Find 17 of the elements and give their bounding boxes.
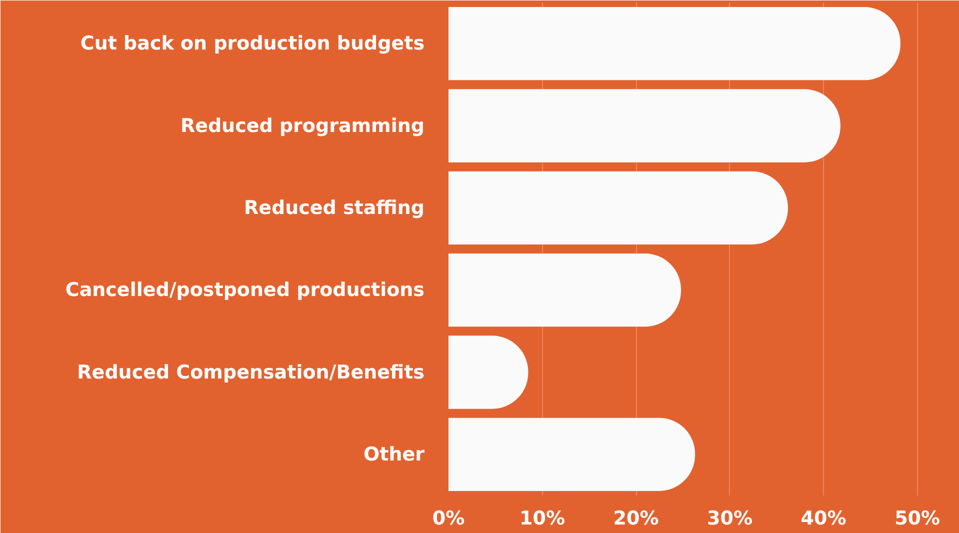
bar: [448, 171, 788, 244]
y-tick-label: Cut back on production budgets: [80, 32, 425, 55]
bar: [448, 418, 696, 491]
y-tick-label: Cancelled/postponed productions: [65, 279, 425, 302]
x-tick-label: 50%: [894, 508, 940, 530]
y-tick-label: Reduced programming: [180, 114, 425, 137]
y-tick-label: Other: [363, 443, 426, 466]
x-tick-label: 30%: [707, 508, 753, 530]
x-tick-label: 20%: [613, 508, 659, 530]
y-tick-label: Reduced staffing: [244, 196, 425, 219]
x-tick-label: 10%: [520, 508, 566, 530]
y-tick-label: Reduced Compensation/Benefits: [77, 361, 425, 384]
x-tick-label: 40%: [800, 508, 846, 530]
x-tick-label: 0%: [432, 508, 465, 530]
bar: [448, 254, 682, 327]
bar: [448, 7, 900, 80]
bar: [448, 89, 840, 162]
